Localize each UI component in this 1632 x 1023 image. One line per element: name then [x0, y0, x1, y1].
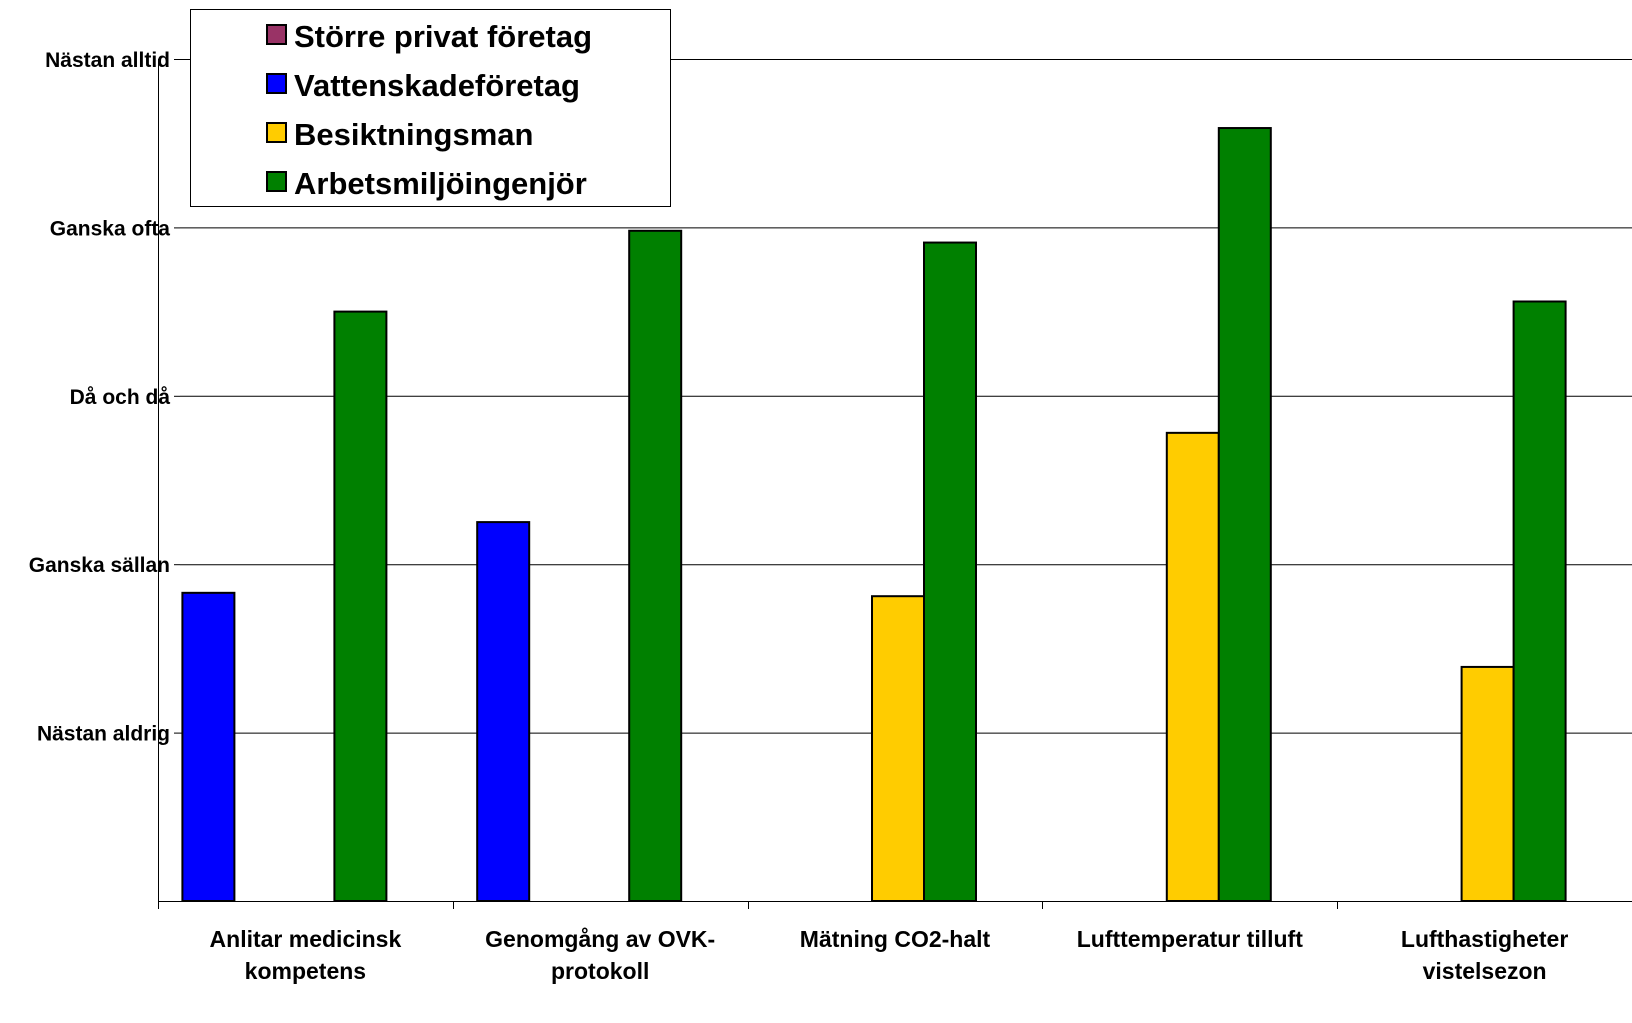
x-tick-label: Genomgång av OVK-protokoll — [485, 926, 715, 984]
y-tick-label: Nästan alltid — [45, 49, 170, 72]
y-tick-label: Nästan aldrig — [37, 723, 170, 746]
bar-arbetsmiljöingenjör — [333, 310, 388, 903]
bars — [181, 127, 1567, 903]
bar-vattenskadeföretag — [476, 521, 531, 902]
y-tick-labels: Nästan aldrig Ganska sällan Då och då Gansk… — [29, 49, 171, 746]
x-tick-label: Lufttemperatur tilluft — [1077, 926, 1303, 952]
x-tick-label: Lufthastigheter vistelsezon — [1401, 926, 1568, 984]
legend: Större privat företag Vattenskadeföretag B… — [190, 9, 671, 207]
bar-arbetsmiljöingenjör — [923, 241, 977, 902]
y-tick-label: Då och då — [70, 386, 171, 409]
legend-swatch — [266, 171, 287, 192]
x-tick-labels: Anlitar medicinsk kompetens Genomgång av O… — [210, 926, 1569, 984]
y-tick-label: Ganska sällan — [29, 554, 170, 577]
x-tick-label: Mätning CO2-halt — [800, 926, 991, 952]
legend-swatch — [266, 73, 287, 94]
bar-arbetsmiljöingenjör — [1512, 300, 1567, 903]
bar-besiktningsman — [1165, 431, 1220, 902]
legend-label: Vattenskadeföretag — [294, 68, 580, 103]
bar-besiktningsman — [1460, 665, 1515, 903]
legend-label: Större privat företag — [294, 19, 592, 54]
legend-label: Arbetsmiljöingenjör — [294, 166, 587, 201]
legend-swatch — [266, 122, 287, 143]
bar-besiktningsman — [871, 595, 925, 902]
legend-label: Besiktningsman — [294, 117, 533, 152]
y-tick-label: Ganska ofta — [50, 217, 171, 240]
legend-swatch — [266, 24, 287, 45]
bar-arbetsmiljöingenjör — [1217, 127, 1272, 902]
bar-arbetsmiljöingenjör — [628, 229, 683, 902]
x-tick-label: Anlitar medicinsk kompetens — [210, 926, 402, 984]
bar-vattenskadeföretag — [181, 591, 236, 902]
